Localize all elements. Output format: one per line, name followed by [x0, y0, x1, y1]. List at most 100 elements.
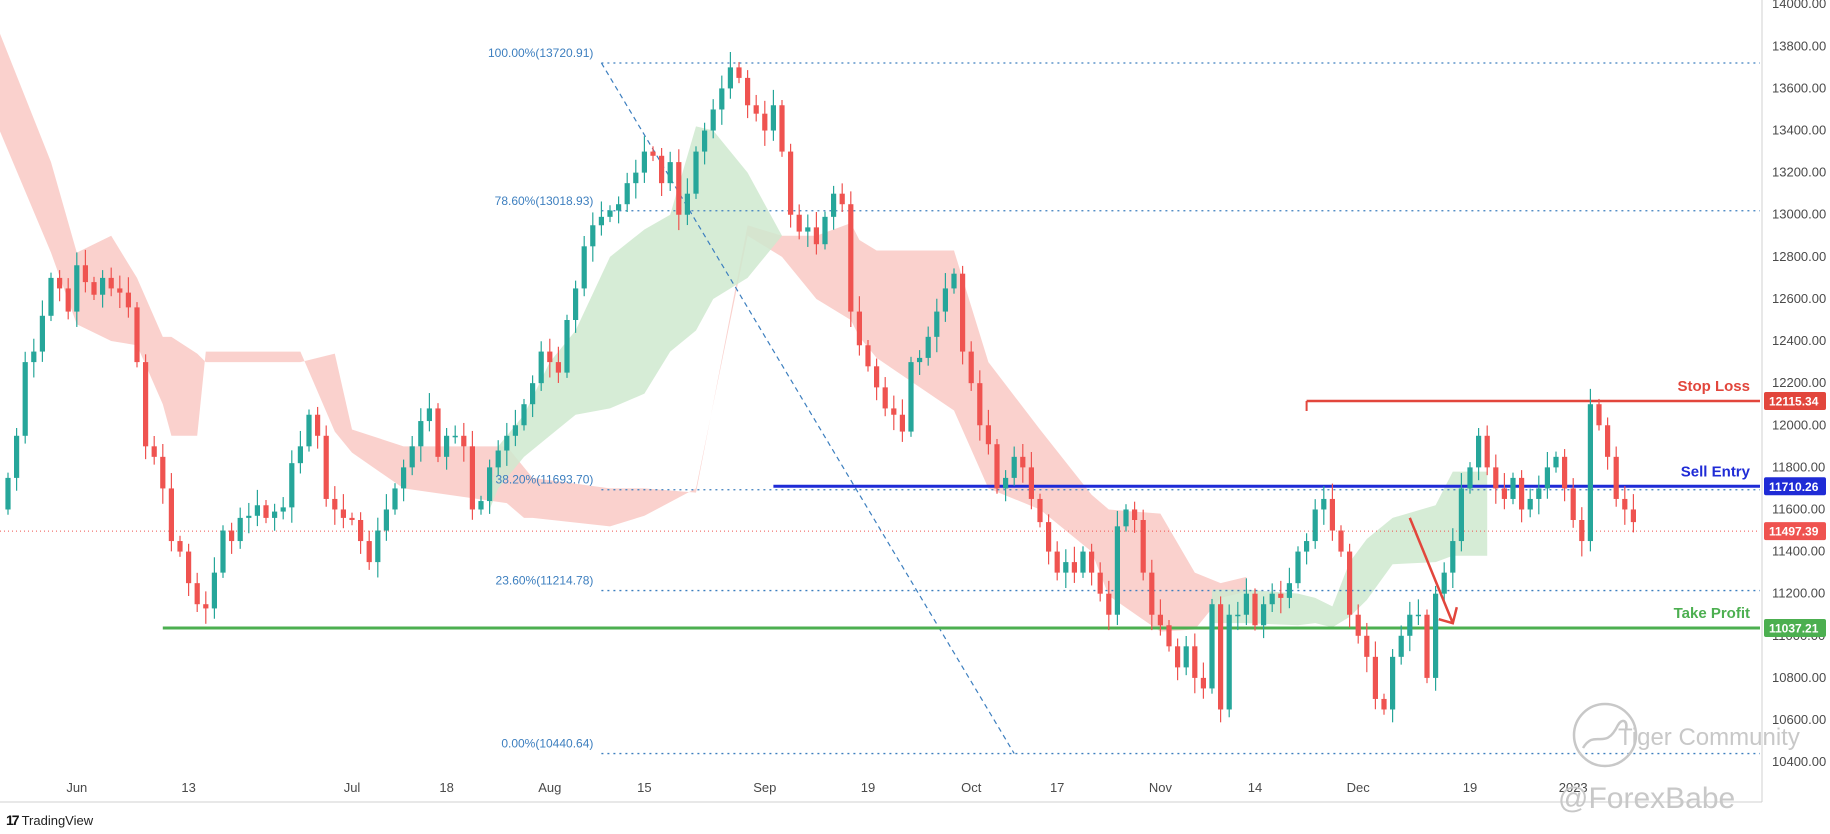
candle-body [805, 227, 811, 232]
candle-body [1071, 562, 1077, 573]
candle [1630, 494, 1636, 533]
candle-body [590, 225, 596, 247]
candle [246, 502, 252, 534]
candle-body [607, 210, 613, 217]
price-tick: 11400.00 [1772, 544, 1825, 559]
candle [530, 375, 536, 418]
candle [1312, 499, 1318, 549]
fib-trendline [600, 62, 1015, 754]
candle [994, 438, 1000, 494]
candle [1071, 546, 1077, 583]
candle-body [530, 383, 536, 405]
candle [616, 196, 622, 224]
candle [340, 494, 346, 529]
candle-body [340, 509, 346, 518]
candle-body [1028, 467, 1034, 499]
candle [1243, 578, 1249, 626]
tradingview-brand[interactable]: 17 TradingView [6, 812, 93, 828]
candle-body [564, 320, 570, 373]
candle-body [1630, 509, 1636, 523]
candle-body [332, 498, 338, 510]
candle-body [31, 351, 37, 363]
price-tick: 12800.00 [1772, 249, 1826, 264]
candle [1622, 486, 1628, 525]
candle-body [1398, 635, 1404, 657]
candle [452, 425, 458, 444]
candle [710, 99, 716, 139]
time-tick: Dec [1347, 780, 1371, 795]
candle-body [1338, 530, 1344, 552]
candle-body [1605, 425, 1611, 457]
candle-body [1226, 614, 1232, 710]
candle-body [1372, 656, 1378, 699]
candle-body [1424, 614, 1430, 678]
candle [134, 302, 140, 368]
candle [1157, 599, 1163, 636]
candle [1613, 446, 1619, 507]
candle [874, 358, 880, 401]
price-tick: 13000.00 [1772, 207, 1826, 222]
candle [512, 409, 518, 447]
candle-body [822, 216, 828, 245]
cloud-future [1212, 471, 1488, 628]
candle [1476, 428, 1482, 481]
candle [1424, 609, 1430, 684]
candle-body [925, 336, 931, 358]
candle [1484, 425, 1490, 476]
ichimoku-cloud [0, 33, 1488, 632]
candle [1536, 475, 1542, 515]
fib-label: 78.60%(13018.93) [495, 194, 594, 208]
candle [891, 395, 897, 431]
candle [409, 436, 415, 476]
candle [1304, 533, 1310, 565]
candle [633, 159, 639, 199]
candle-body [160, 456, 166, 489]
candle [22, 351, 28, 444]
fib-label: 38.20%(11693.70) [496, 473, 594, 487]
candle [727, 52, 733, 99]
time-tick: Aug [538, 780, 561, 795]
candle-body [934, 311, 940, 337]
time-tick: 2023 [1559, 780, 1588, 795]
candle [1295, 546, 1301, 589]
candle-body [1579, 520, 1585, 542]
candle-body [1493, 467, 1499, 489]
candle [1605, 417, 1611, 470]
candle [263, 500, 269, 524]
candle-body [297, 446, 303, 464]
price-tick: 11800.00 [1772, 459, 1825, 474]
candle [435, 403, 441, 463]
candle [659, 148, 665, 196]
candle [1544, 452, 1550, 499]
candle-body [1192, 646, 1198, 678]
candle [908, 356, 914, 437]
candle [624, 172, 630, 212]
candle-body [246, 515, 252, 518]
candle-body [650, 151, 656, 156]
candle-body [383, 509, 389, 531]
candle [521, 398, 527, 431]
candle-body [186, 551, 192, 584]
candle-body [1209, 604, 1215, 689]
candle-body [917, 357, 923, 363]
candle-body [659, 155, 665, 184]
candle-body [1476, 435, 1482, 468]
candle [39, 300, 45, 362]
candle [1106, 580, 1112, 631]
brand-name: TradingView [21, 812, 94, 828]
time-axis: Jun 13 Jul 18 Aug 15 Sep 19 Oct 17 Nov 14 Dec 19 2023 [0, 780, 1762, 803]
candle [495, 440, 501, 476]
annotations: Stop Loss Sell Entry Take Profit [1408, 378, 1751, 625]
candle-body [1467, 467, 1473, 489]
candle-body [968, 351, 974, 384]
candle [332, 486, 338, 525]
candle-body [1458, 488, 1464, 542]
candle [1398, 625, 1404, 665]
candle [822, 211, 828, 250]
candle-body [237, 517, 243, 542]
candle-body [1011, 456, 1017, 478]
candle-body [444, 435, 450, 457]
candle [426, 393, 432, 432]
candle [1553, 451, 1559, 473]
